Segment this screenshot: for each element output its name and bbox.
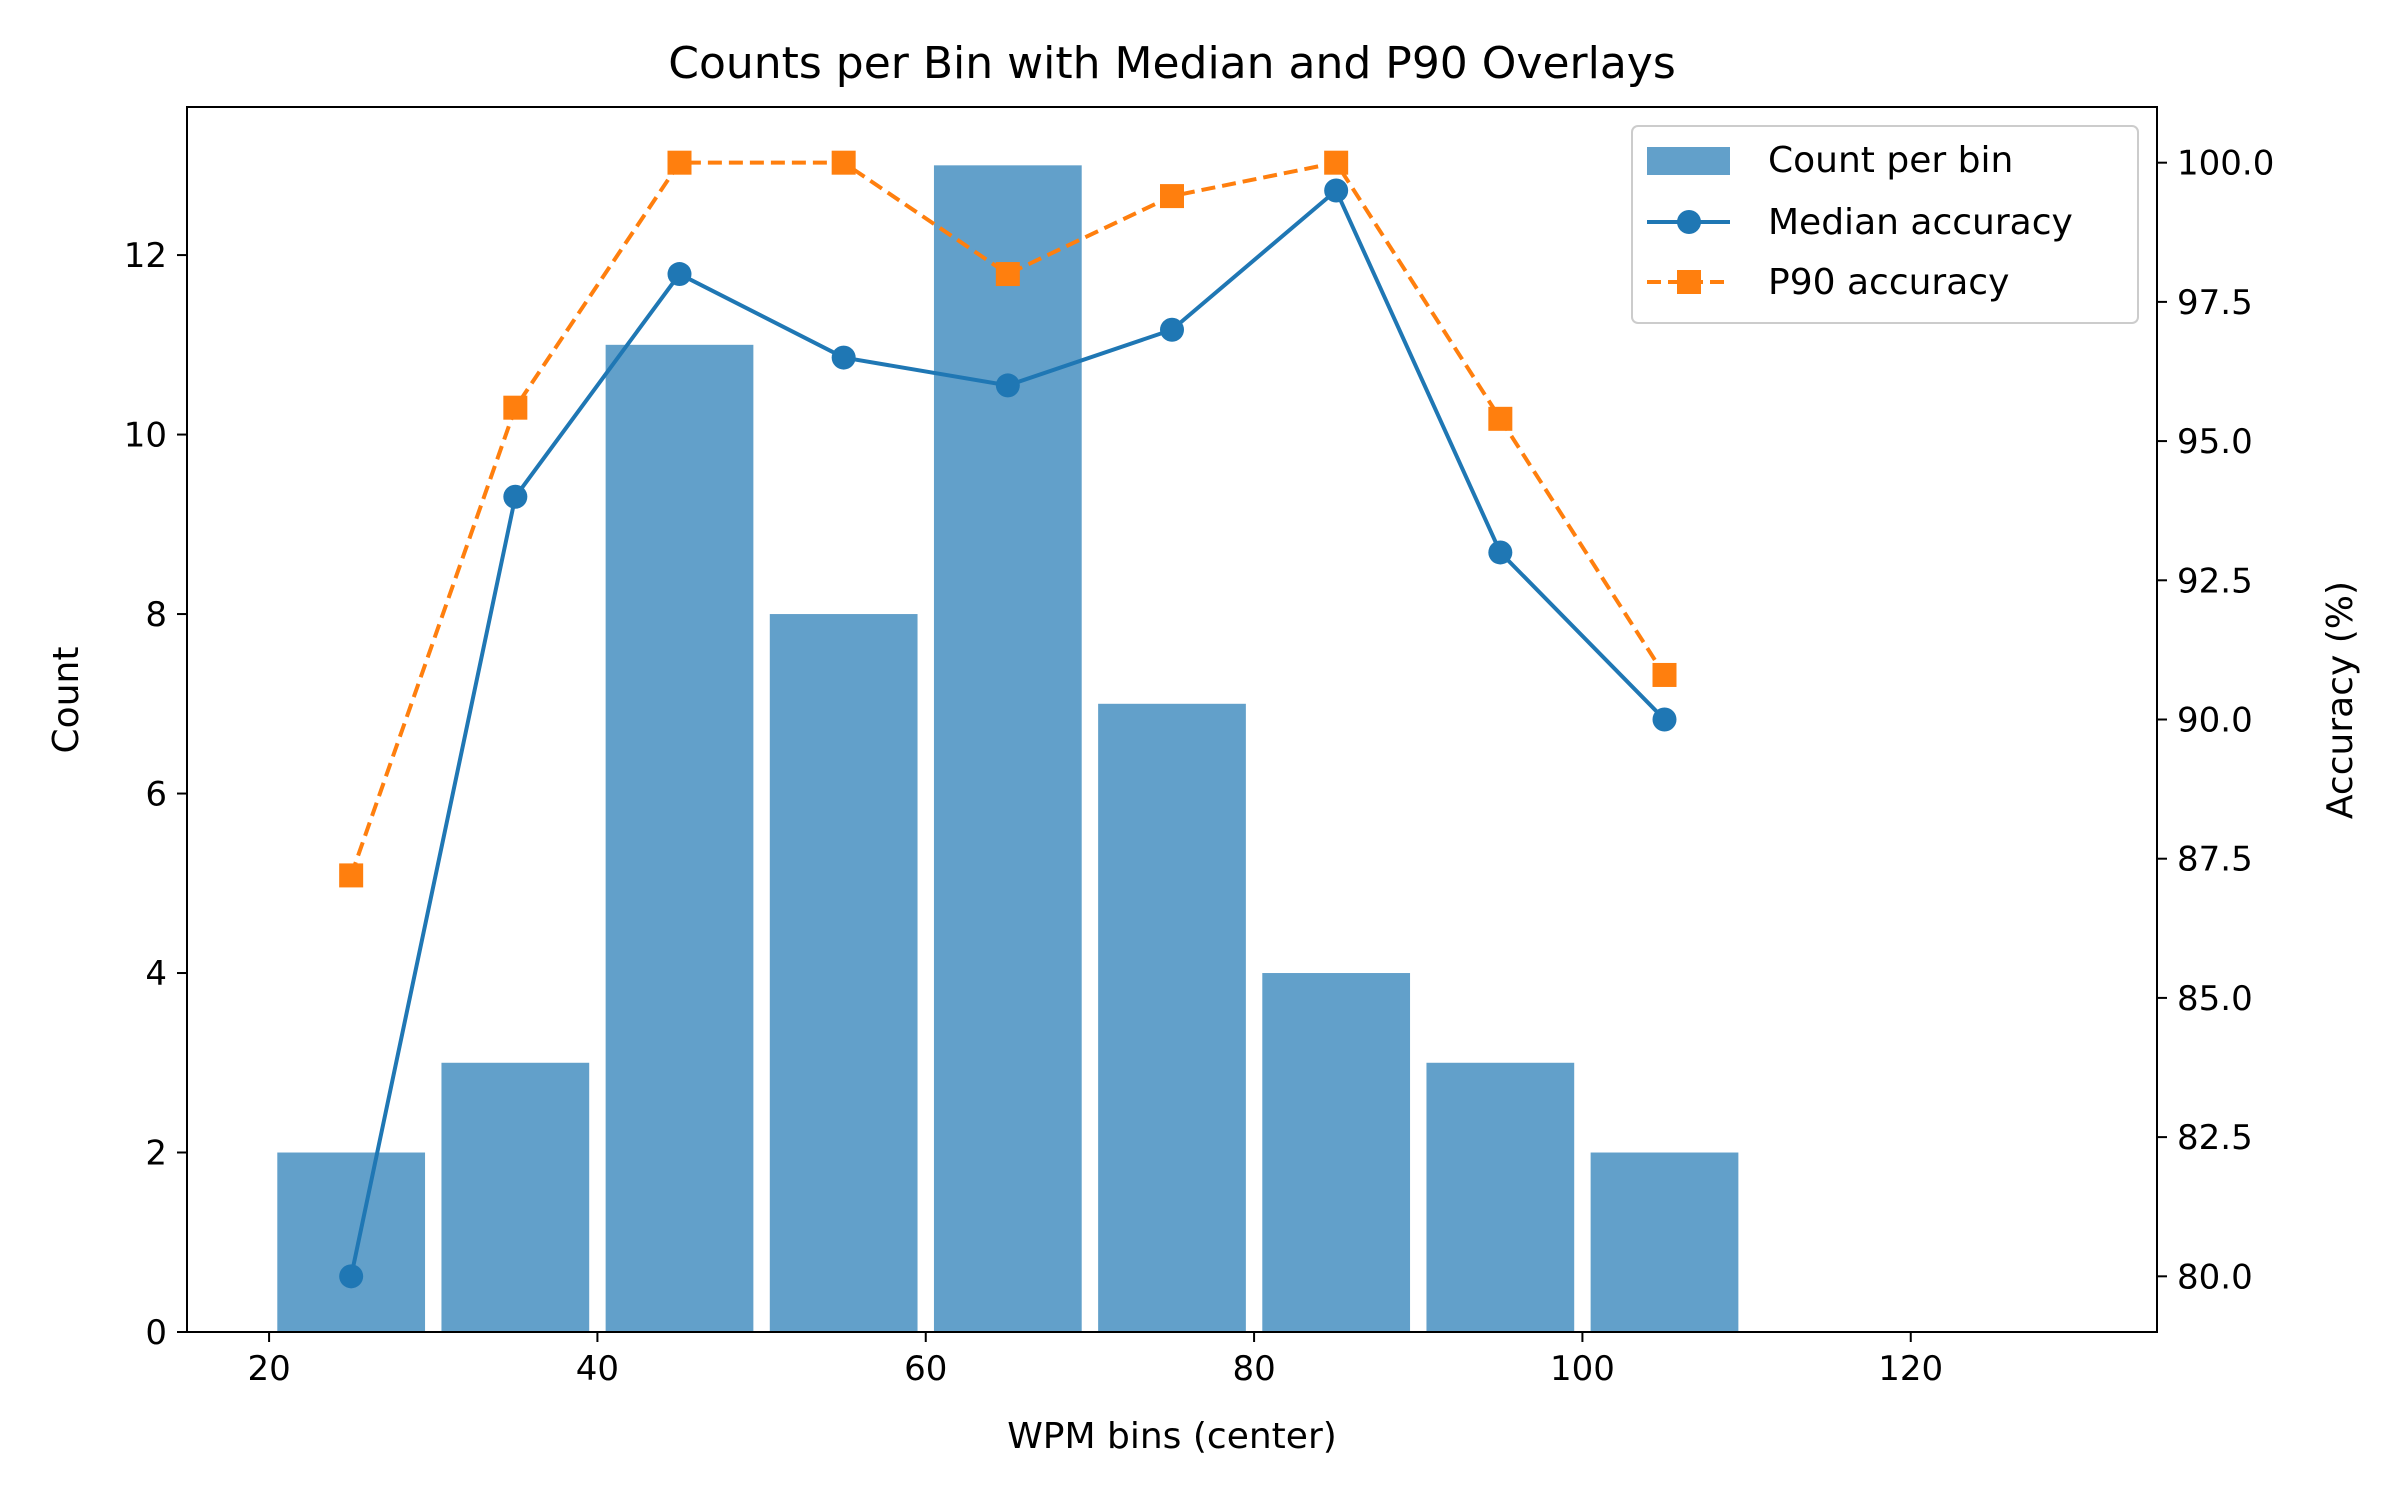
y-tick-label-left-10: 10 bbox=[124, 416, 167, 456]
y-axis-label-right: Accuracy (%) bbox=[2320, 581, 2361, 819]
point-median-accuracy-75 bbox=[1160, 317, 1184, 342]
legend-label-p90-accuracy: P90 accuracy bbox=[1768, 262, 2009, 303]
y-tick-label-left-0: 0 bbox=[145, 1313, 167, 1353]
point-p90-accuracy-55 bbox=[831, 150, 856, 175]
point-median-accuracy-95 bbox=[1488, 540, 1513, 565]
y-tick-label-right-92-5: 92.5 bbox=[2177, 561, 2253, 601]
y-tick-label-left-4: 4 bbox=[145, 954, 167, 994]
x-tick-label-100: 100 bbox=[1550, 1349, 1615, 1389]
point-median-accuracy-25 bbox=[339, 1264, 364, 1289]
y-tick-label-right-85: 85.0 bbox=[2177, 979, 2253, 1019]
point-p90-accuracy-65 bbox=[995, 262, 1020, 287]
point-median-accuracy-65 bbox=[995, 373, 1020, 398]
plot-frame bbox=[186, 106, 2158, 1333]
bar-85 bbox=[1262, 973, 1411, 1332]
x-tick-label-60: 60 bbox=[904, 1349, 947, 1389]
legend-frame bbox=[1631, 125, 2139, 324]
point-p90-accuracy-75 bbox=[1160, 184, 1184, 209]
chart-title: Counts per Bin with Median and P90 Overl… bbox=[668, 38, 1676, 89]
x-tick-label-120: 120 bbox=[1878, 1349, 1943, 1389]
point-median-accuracy-35 bbox=[503, 484, 528, 509]
point-p90-accuracy-105 bbox=[1652, 662, 1677, 687]
bar-25 bbox=[277, 1152, 426, 1332]
bar-35 bbox=[441, 1062, 590, 1332]
y-tick-label-left-6: 6 bbox=[145, 775, 167, 815]
x-tick-label-40: 40 bbox=[576, 1349, 619, 1389]
y-tick-label-right-97-5: 97.5 bbox=[2177, 283, 2253, 323]
lines-layer bbox=[339, 150, 1677, 1289]
legend: Count per bin Median accuracy P90 accura… bbox=[1631, 125, 2139, 324]
y-tick-label-right-80: 80.0 bbox=[2177, 1257, 2253, 1297]
x-axis-label: WPM bins (center) bbox=[1007, 1416, 1337, 1457]
x-tick-label-80: 80 bbox=[1232, 1349, 1275, 1389]
point-median-accuracy-105 bbox=[1652, 707, 1677, 732]
ticks-layer: 20 40 60 80 100 120 0 2 4 6 8 10 12 80.0 82.5 85.0 87.5 9… bbox=[124, 144, 2275, 1389]
bar-55 bbox=[769, 614, 918, 1332]
point-median-accuracy-85 bbox=[1324, 178, 1349, 203]
y-tick-label-right-82-5: 82.5 bbox=[2177, 1118, 2253, 1158]
y-tick-label-left-8: 8 bbox=[145, 595, 167, 635]
point-p90-accuracy-25 bbox=[339, 863, 364, 888]
line-p90-accuracy bbox=[349, 160, 1667, 877]
y-tick-label-right-90: 90.0 bbox=[2177, 701, 2253, 741]
legend-label-median-accuracy: Median accuracy bbox=[1768, 202, 2073, 243]
legend-swatch-count-per-bin bbox=[1647, 147, 1730, 175]
point-median-accuracy-55 bbox=[831, 345, 856, 370]
bars-layer bbox=[277, 165, 1739, 1332]
point-p90-accuracy-45 bbox=[667, 150, 692, 175]
point-p90-accuracy-85 bbox=[1324, 150, 1349, 175]
y-tick-label-right-95: 95.0 bbox=[2177, 422, 2253, 462]
legend-label-count-per-bin: Count per bin bbox=[1768, 140, 2013, 181]
point-p90-accuracy-35 bbox=[503, 395, 528, 420]
y-tick-label-left-12: 12 bbox=[124, 236, 167, 276]
legend-marker-p90-accuracy bbox=[1677, 270, 1701, 294]
y-tick-label-left-2: 2 bbox=[145, 1134, 167, 1174]
bar-95 bbox=[1426, 1062, 1575, 1332]
legend-marker-median-accuracy bbox=[1677, 210, 1701, 234]
x-tick-label-20: 20 bbox=[247, 1349, 290, 1389]
y-tick-label-right-87-5: 87.5 bbox=[2177, 840, 2253, 880]
y-axis-label-left: Count bbox=[46, 647, 87, 754]
point-p90-accuracy-95 bbox=[1488, 406, 1513, 431]
y-tick-label-right-100: 100.0 bbox=[2177, 144, 2274, 184]
bar-65 bbox=[933, 165, 1082, 1332]
bar-75 bbox=[1098, 703, 1246, 1332]
point-median-accuracy-45 bbox=[667, 262, 692, 287]
bar-105 bbox=[1590, 1152, 1739, 1332]
bar-45 bbox=[605, 344, 754, 1332]
